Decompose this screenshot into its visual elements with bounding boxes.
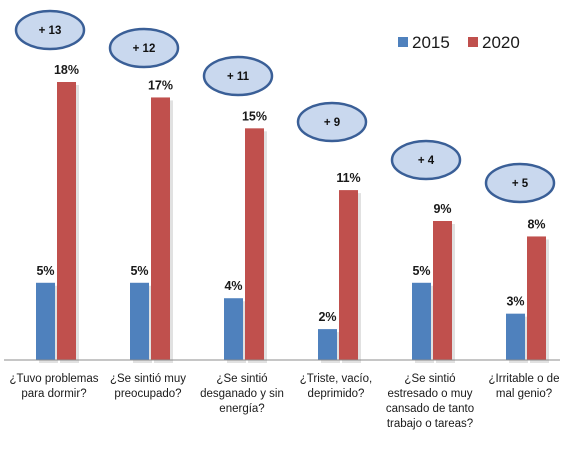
bar-2020-2	[151, 97, 170, 360]
bar-2015-2	[130, 282, 149, 360]
legend: 2015 2020	[398, 33, 520, 52]
value-label-2015-6: 3%	[506, 295, 524, 309]
difference-bubble-6	[484, 162, 556, 204]
difference-label-2: + 12	[133, 43, 156, 55]
category-label-line: ¿Se sintió muy	[110, 373, 186, 385]
bars-layer	[36, 82, 549, 363]
category-label-line: ¿Se sintió	[404, 373, 455, 385]
difference-label-4: + 9	[324, 117, 340, 129]
bar-2020-1	[57, 82, 76, 360]
bar-2020-5	[433, 221, 452, 360]
difference-label-6: + 5	[512, 178, 529, 190]
category-label-6: ¿Irritable o de mal genio?	[489, 373, 560, 400]
category-label-line: energía?	[219, 403, 264, 415]
difference-bubbles: + 13 + 12 + 11 + 9 + 4 + 5	[14, 9, 556, 204]
value-label-2015-4: 2%	[318, 310, 336, 324]
value-label-2020-4: 11%	[336, 171, 360, 185]
category-label-line: para dormir?	[21, 388, 86, 400]
category-label-line: deprimido?	[308, 388, 365, 400]
category-label-1: ¿Tuvo problemas para dormir?	[9, 373, 98, 400]
bar-2020-3	[245, 128, 264, 360]
category-label-line: trabajo o tareas?	[387, 418, 473, 430]
difference-label-3: + 11	[227, 71, 250, 83]
category-label-4: ¿Triste, vacío, deprimido?	[300, 373, 372, 400]
category-label-line: estresado o muy	[387, 388, 472, 400]
bar-2015-4	[318, 329, 337, 360]
legend-label-2020: 2020	[482, 33, 520, 52]
value-label-2020-3: 15%	[242, 109, 267, 123]
category-label-line: ¿Tuvo problemas	[9, 373, 98, 385]
value-label-2015-2: 5%	[130, 264, 148, 278]
difference-bubble-4	[296, 101, 368, 143]
category-label-line: ¿Se sintió	[216, 373, 267, 385]
legend-swatch-2015	[398, 37, 408, 47]
value-label-2015-3: 4%	[224, 279, 242, 293]
value-label-2015-5: 5%	[412, 264, 430, 278]
category-label-line: cansado de tanto	[386, 403, 474, 415]
category-label-2: ¿Se sintió muy preocupado?	[110, 373, 186, 400]
category-label-3: ¿Se sintió desganado y sin energía?	[200, 373, 284, 415]
value-label-2020-5: 9%	[433, 202, 451, 216]
legend-swatch-2020	[468, 37, 478, 47]
value-label-2020-2: 17%	[148, 78, 173, 92]
value-label-2020-6: 8%	[527, 217, 545, 231]
category-label-line: preocupado?	[114, 388, 181, 400]
bar-2015-1	[36, 282, 55, 360]
category-label-line: mal genio?	[496, 388, 552, 400]
difference-bubble-2	[108, 27, 180, 69]
difference-label-1: + 13	[39, 25, 62, 37]
value-label-2020-1: 18%	[54, 63, 79, 77]
bar-2015-5	[412, 282, 431, 360]
difference-bubble-3	[202, 55, 274, 97]
category-label-line: ¿Triste, vacío,	[300, 373, 372, 385]
legend-label-2015: 2015	[412, 33, 450, 52]
bar-2020-6	[527, 236, 546, 360]
category-label-5: ¿Se sintió estresado o muy cansado de tant…	[386, 373, 474, 430]
bar-2015-6	[506, 313, 525, 360]
difference-bubble-5	[390, 139, 462, 181]
bar-2020-4	[339, 190, 358, 360]
value-label-2015-1: 5%	[36, 264, 54, 278]
difference-bubble-1	[14, 9, 86, 51]
category-label-line: ¿Irritable o de	[489, 373, 560, 385]
bar-2015-3	[224, 298, 243, 360]
labels-layer: 5% 18% ¿Tuvo problemas para dormir? 5% 17% ¿Se…	[9, 63, 559, 430]
category-label-line: desganado y sin	[200, 388, 284, 400]
difference-label-5: + 4	[418, 155, 435, 167]
